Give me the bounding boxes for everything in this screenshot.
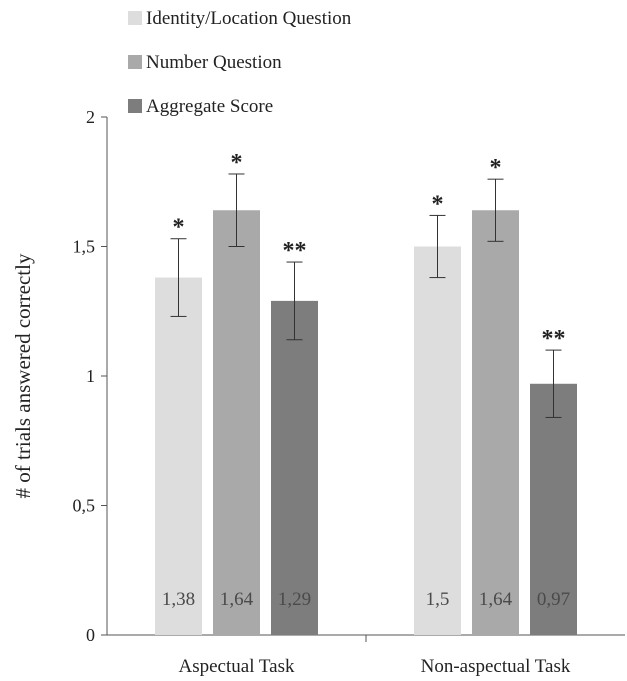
y-axis-title: # of trials answered correctly (11, 253, 35, 498)
data-label: 1,64 (220, 589, 254, 610)
labels: * 1,38 * 1,5 * 1,64 * 1,64 ** 1,29 ** 0,97 (162, 150, 570, 610)
significance-marker: * (432, 191, 444, 217)
bar (271, 300, 318, 635)
legend-swatch (128, 55, 142, 69)
legend-swatch (128, 99, 142, 113)
y-tick-label: 1,5 (73, 237, 96, 257)
bars (155, 173, 577, 636)
y-tick-label: 2 (86, 107, 95, 127)
bar (530, 383, 577, 635)
axes: 0 0,5 1 1,5 2 Aspectual Task Non-aspectual Tas… (73, 107, 625, 677)
legend-entry: Aggregate Score (146, 96, 273, 117)
significance-marker: ** (542, 326, 566, 352)
data-label: 1,29 (278, 589, 311, 610)
y-tick-label: 0 (86, 625, 95, 645)
data-label: 0,97 (537, 589, 570, 610)
significance-marker: ** (283, 238, 307, 264)
bar (472, 210, 519, 636)
legend-swatch (128, 11, 142, 25)
significance-marker: * (490, 155, 502, 181)
significance-marker: * (231, 150, 243, 176)
data-label: 1,64 (479, 589, 513, 610)
significance-marker: * (173, 215, 185, 241)
y-tick-label: 0,5 (73, 496, 96, 516)
data-label: 1,38 (162, 589, 195, 610)
bar (213, 210, 260, 636)
data-label: 1,5 (426, 589, 450, 610)
bar (155, 277, 202, 635)
bar (414, 246, 461, 635)
legend: Identity/Location Question Number Questio… (128, 8, 352, 117)
category-label: Aspectual Task (179, 656, 295, 677)
legend-entry: Number Question (146, 52, 282, 73)
y-tick-label: 1 (86, 366, 95, 386)
category-label: Non-aspectual Task (421, 656, 571, 677)
legend-entry: Identity/Location Question (146, 8, 352, 29)
